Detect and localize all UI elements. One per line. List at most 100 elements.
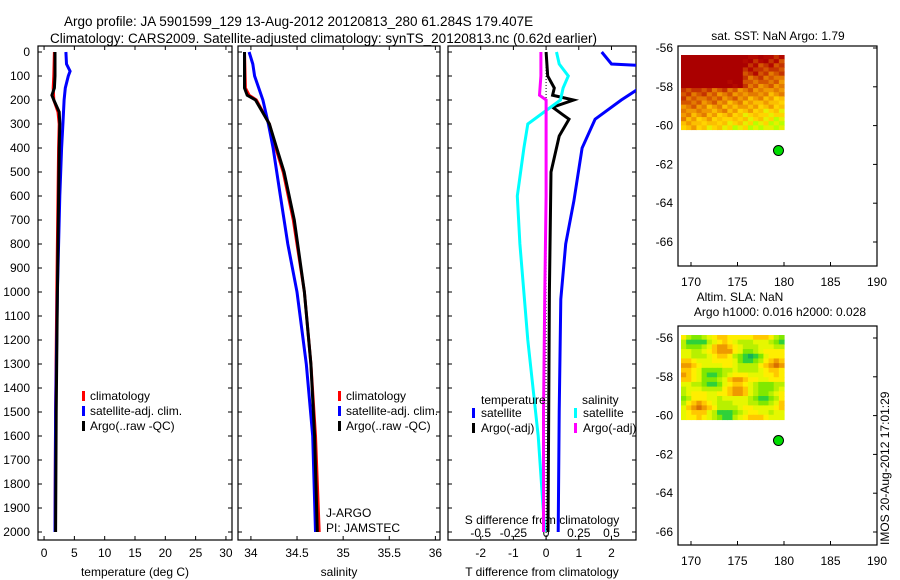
heatmap-cell — [737, 339, 744, 345]
heatmap-cell — [727, 112, 734, 118]
heatmap-cell — [706, 396, 713, 402]
y-tick-label: 1100 — [4, 309, 30, 323]
heatmap-cell — [711, 79, 718, 85]
heatmap-cell — [742, 410, 749, 416]
heatmap-cell — [701, 353, 708, 360]
heatmap-cell — [722, 75, 728, 81]
heatmap-cell — [711, 92, 718, 97]
heatmap-cell — [763, 353, 770, 360]
heatmap-cell — [773, 377, 780, 383]
heatmap-cell — [778, 108, 785, 114]
heatmap-cell — [706, 71, 713, 77]
legend-label: Argo(-adj) — [583, 421, 636, 435]
heatmap-cell — [696, 367, 703, 374]
heatmap-cell — [722, 92, 728, 97]
heatmap-cell — [722, 71, 728, 77]
heatmap-cell — [691, 108, 698, 114]
heatmap-cell — [681, 367, 687, 374]
heatmap-cell — [768, 335, 775, 341]
heatmap-cell — [686, 391, 692, 397]
heatmap-cell — [778, 396, 785, 402]
heatmap-cell — [706, 104, 713, 110]
heatmap-cell — [717, 377, 723, 383]
x-tick-label: 185 — [820, 275, 840, 289]
heatmap-cell — [732, 400, 739, 406]
y-tick-label: 0 — [23, 45, 30, 59]
heatmap-cell — [773, 335, 780, 341]
heatmap-cell — [691, 400, 698, 406]
heatmap-cell — [732, 363, 739, 369]
heatmap-cell — [768, 71, 775, 77]
s-axis-label: S difference from climatology — [465, 513, 620, 527]
x-tick-label: 1 — [575, 546, 582, 560]
heatmap-cell — [732, 405, 739, 411]
heatmap-cell — [701, 67, 708, 73]
heatmap-cell — [711, 71, 718, 77]
heatmap-cell — [691, 125, 698, 131]
heatmap-cell — [758, 108, 764, 114]
x-tick-label: 34 — [244, 546, 258, 560]
heatmap-cell — [727, 396, 734, 402]
heatmap-cell — [778, 100, 785, 106]
heatmap-cell — [701, 63, 708, 69]
heatmap-cell — [753, 344, 759, 350]
heatmap-cell — [691, 363, 698, 369]
heatmap-cell — [753, 410, 759, 416]
heatmap-cell — [732, 104, 739, 110]
series-t-satellite — [556, 51, 636, 533]
heatmap-cell — [747, 96, 754, 102]
heatmap-cell — [758, 100, 764, 106]
heatmap-cell — [778, 344, 785, 350]
heatmap-cell — [691, 59, 698, 64]
heatmap-cell — [768, 349, 775, 355]
heatmap-cell — [696, 117, 703, 122]
heatmap-cell — [681, 112, 687, 118]
heatmap-cell — [696, 108, 703, 114]
heatmap-cell — [737, 344, 744, 350]
heatmap-cell — [701, 344, 708, 350]
heatmap-cell — [696, 358, 703, 364]
heatmap-cell — [711, 377, 718, 383]
heatmap-cell — [732, 367, 739, 374]
heatmap-cell — [722, 372, 728, 378]
heatmap-cell — [701, 83, 708, 89]
heatmap-cell — [763, 108, 770, 114]
heatmap-cell — [722, 386, 728, 392]
heatmap-cell — [778, 112, 785, 118]
heatmap-cell — [763, 414, 770, 421]
heatmap-cell — [732, 96, 739, 102]
heatmap-cell — [717, 92, 723, 97]
y-tick-label: 1800 — [3, 477, 30, 491]
heatmap-cell — [768, 67, 775, 73]
heatmap-cell — [758, 88, 764, 93]
heatmap-cell — [722, 67, 728, 73]
heatmap-cell — [763, 381, 770, 388]
heatmap-cell — [696, 405, 703, 411]
heatmap-cell — [701, 79, 708, 85]
x-tick-label: 25 — [189, 546, 203, 560]
heatmap-cell — [758, 377, 764, 383]
heatmap-cell — [696, 88, 703, 93]
heatmap-cell — [686, 121, 692, 126]
heatmap-cell — [701, 339, 708, 345]
heatmap-cell — [747, 104, 754, 110]
heatmap-cell — [737, 67, 744, 73]
heatmap-cell — [717, 391, 723, 397]
heatmap-cell — [686, 59, 692, 64]
heatmap-cell — [722, 367, 728, 374]
heatmap-cell — [706, 367, 713, 374]
heatmap-cell — [727, 377, 734, 383]
heatmap-cell — [742, 121, 749, 126]
heatmap-cell — [768, 339, 775, 345]
heatmap-cell — [747, 75, 754, 81]
heatmap-cell — [706, 414, 713, 421]
heatmap-cell — [742, 339, 749, 345]
legend-swatch — [338, 406, 341, 416]
heatmap-cell — [737, 88, 744, 93]
heatmap-cell — [711, 339, 718, 345]
heatmap-cell — [711, 386, 718, 392]
heatmap-cell — [753, 100, 759, 106]
heatmap-cell — [758, 349, 764, 355]
heatmap-cell — [778, 63, 785, 69]
legend-swatch — [574, 408, 577, 418]
